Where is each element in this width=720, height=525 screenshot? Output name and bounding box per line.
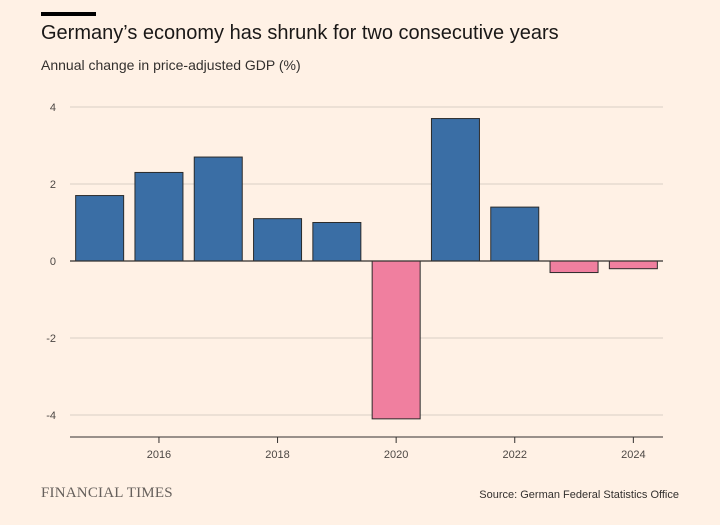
x-tick-label: 2024 <box>621 449 645 461</box>
bar-2018 <box>253 218 303 262</box>
bar-2016 <box>134 171 184 262</box>
bar-2022 <box>490 206 540 262</box>
x-tick-label: 2018 <box>265 449 289 461</box>
y-tick-label: 2 <box>50 179 56 191</box>
x-tick-label: 2016 <box>147 449 171 461</box>
chart-title: Germany’s economy has shrunk for two con… <box>41 22 559 44</box>
bar-2023 <box>549 260 599 274</box>
bar-2024 <box>608 260 658 270</box>
x-tick-label: 2020 <box>384 449 408 461</box>
x-tick-label: 2022 <box>503 449 527 461</box>
bar-2017 <box>193 156 243 262</box>
y-tick-label: -4 <box>46 410 56 422</box>
y-tick-label: 0 <box>50 256 56 268</box>
brand-logo: FINANCIAL TIMES <box>41 485 173 501</box>
bar-2020 <box>371 260 421 420</box>
y-axis-labels: 4 2 0 -2 -4 <box>46 102 56 422</box>
bar-2021 <box>430 118 480 262</box>
y-tick-label: -2 <box>46 333 56 345</box>
axes <box>70 260 663 443</box>
source-note: Source: German Federal Statistics Office <box>479 489 679 501</box>
x-axis-labels: 2016 2018 2020 2022 2024 <box>147 449 646 461</box>
bars <box>75 118 658 420</box>
y-tick-label: 4 <box>50 102 56 114</box>
chart-subtitle: Annual change in price-adjusted GDP (%) <box>41 57 301 73</box>
bar-2019 <box>312 222 362 262</box>
bar-2015 <box>75 195 125 262</box>
header-rule <box>41 12 96 16</box>
